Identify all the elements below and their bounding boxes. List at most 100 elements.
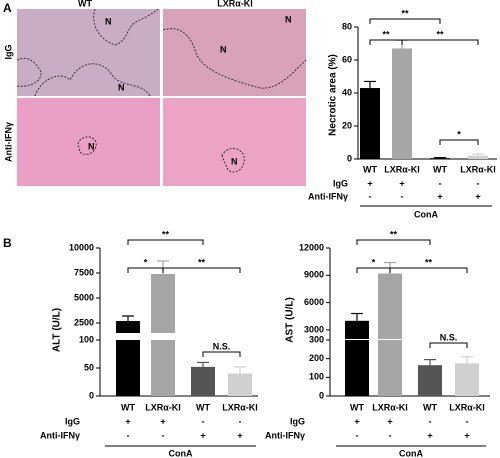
- group-label: ConA: [399, 448, 423, 458]
- group-label: ConA: [414, 209, 438, 219]
- x-tick-label: LXRα-KI: [449, 402, 485, 412]
- necrosis-outline: [16, 57, 42, 87]
- necrosis-label: N: [118, 82, 125, 92]
- y-tick-label: 2500: [74, 317, 94, 327]
- bar: [455, 363, 479, 396]
- bar: [378, 340, 402, 396]
- condition-label: IgG: [65, 416, 80, 426]
- necrosis-outline: [221, 148, 245, 173]
- condition-sign: -: [162, 430, 165, 440]
- y-tick-label: 10000: [69, 242, 94, 252]
- y-tick-label: 100: [309, 372, 324, 382]
- bar: [392, 48, 412, 160]
- necrosis-outline: [77, 136, 97, 155]
- significance-bracket: [369, 18, 441, 24]
- y-tick-label: 50: [84, 362, 94, 372]
- x-tick-label: WT: [196, 402, 210, 412]
- significance-label: **: [162, 229, 170, 239]
- condition-sign: -: [466, 416, 469, 426]
- y-tick-label: 60: [342, 54, 352, 64]
- y-axis-label: Necrotic area (%): [328, 54, 339, 136]
- significance-label: *: [372, 257, 376, 267]
- significance-bracket: [439, 139, 479, 145]
- bar: [345, 320, 369, 339]
- bar: [430, 158, 450, 159]
- y-tick-label: 5000: [74, 292, 94, 302]
- condition-label: Anti-IFNγ: [308, 191, 348, 201]
- significance-label: N.S.: [213, 341, 231, 351]
- bar: [151, 274, 175, 333]
- necrosis-outline: [34, 63, 151, 97]
- significance-bracket: [429, 342, 468, 348]
- condition-sign: -: [477, 178, 480, 188]
- x-tick-label: LXRα-KI: [384, 164, 420, 174]
- x-tick-label: LXRα-KI: [372, 402, 408, 412]
- condition-sign: +: [437, 191, 442, 201]
- x-tick-label: WT: [433, 164, 447, 174]
- y-tick-label: 12000: [299, 242, 324, 252]
- significance-bracket: [127, 239, 204, 245]
- condition-sign: -: [239, 416, 242, 426]
- image: [163, 98, 306, 186]
- condition-sign: +: [399, 178, 404, 188]
- bar: [116, 321, 140, 333]
- condition-label: Anti-IFNγ: [265, 430, 305, 440]
- y-tick-label: 200: [309, 353, 324, 363]
- histology-images: N N N N N N: [16, 8, 307, 186]
- bar: [191, 366, 215, 396]
- x-tick-label: WT: [121, 402, 135, 412]
- bar: [378, 273, 402, 339]
- condition-sign: -: [401, 191, 404, 201]
- condition-sign: +: [237, 430, 242, 440]
- significance-label: *: [457, 129, 461, 139]
- bar: [151, 340, 175, 396]
- image: [17, 9, 160, 96]
- significance-bracket: [356, 239, 431, 245]
- condition-sign: +: [387, 416, 392, 426]
- bar: [360, 88, 380, 159]
- column-label: WT: [78, 0, 92, 8]
- image: [17, 98, 160, 186]
- significance-label: **: [401, 8, 409, 18]
- column-label: LXRα-KI: [217, 0, 253, 8]
- y-tick-label: 40: [342, 87, 352, 97]
- significance-label: N.S.: [440, 332, 458, 342]
- condition-sign: -: [127, 430, 130, 440]
- bar: [468, 155, 488, 159]
- condition-sign: +: [200, 430, 205, 440]
- condition-sign: -: [369, 191, 372, 201]
- bar: [418, 365, 442, 396]
- y-tick-label: 6000: [304, 297, 324, 307]
- x-tick-label: WT: [350, 402, 364, 412]
- significance-bracket: [162, 267, 241, 273]
- condition-sign: +: [427, 430, 432, 440]
- significance-bracket: [389, 267, 468, 273]
- panel-label: B: [3, 236, 12, 250]
- significance-label: **: [382, 29, 390, 39]
- x-tick-label: LXRα-KI: [460, 164, 496, 174]
- row-label: IgG: [3, 45, 13, 60]
- condition-label: Anti-IFNγ: [40, 430, 80, 440]
- condition-sign: +: [464, 430, 469, 440]
- necrosis-label: N: [231, 156, 238, 166]
- y-tick-label: 300: [309, 334, 324, 344]
- y-tick-label: 7500: [74, 267, 94, 277]
- necrosis-outline: [162, 28, 307, 89]
- group-label: ConA: [169, 448, 193, 458]
- necrosis-label: N: [220, 44, 227, 54]
- y-tick-label: 100: [79, 334, 94, 344]
- condition-sign: +: [125, 416, 130, 426]
- significance-label: **: [436, 29, 444, 39]
- y-axis-label: AST (U/L): [285, 297, 296, 343]
- y-tick-label: 0: [347, 153, 352, 163]
- x-tick-label: LXRα-KI: [222, 402, 258, 412]
- condition-sign: -: [202, 416, 205, 426]
- significance-bracket: [401, 39, 479, 45]
- y-tick-label: 20: [342, 120, 352, 130]
- significance-label: *: [144, 257, 148, 267]
- condition-sign: +: [367, 178, 372, 188]
- y-tick-label: 0: [89, 390, 94, 400]
- significance-bracket: [356, 267, 391, 273]
- significance-label: **: [390, 229, 398, 239]
